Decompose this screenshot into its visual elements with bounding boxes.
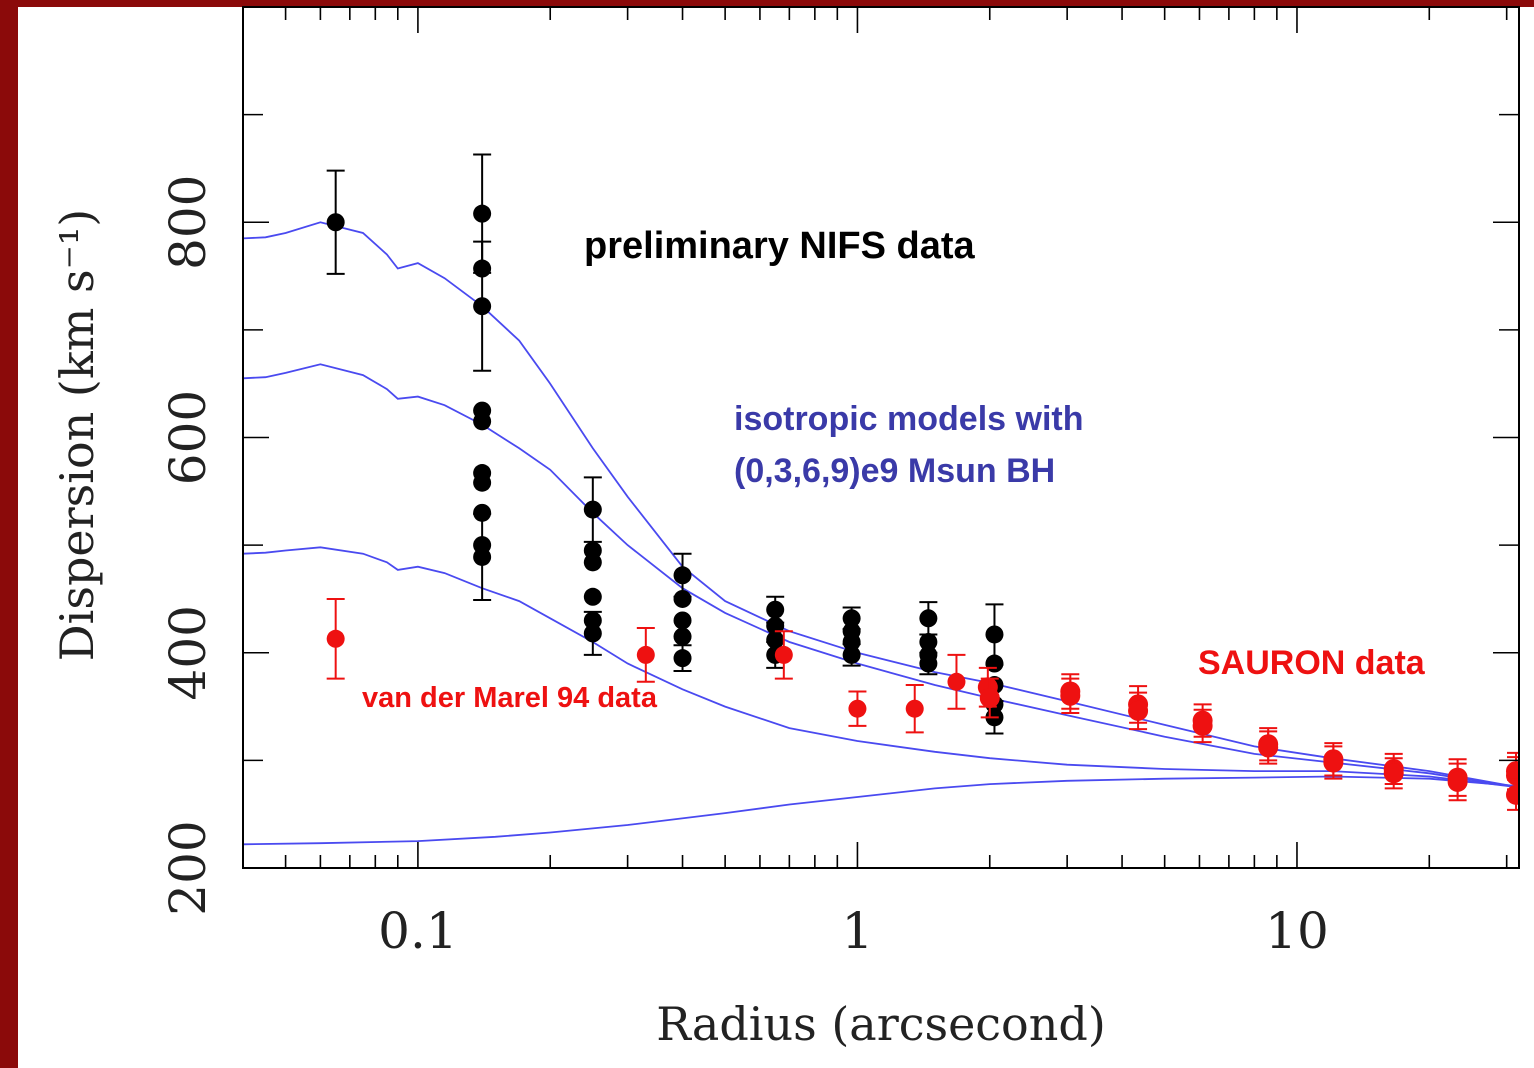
sauron-point [1383, 763, 1404, 784]
sauron-point [1192, 715, 1213, 736]
nifs-point [985, 625, 1004, 644]
nifs-point [583, 624, 602, 643]
vdm-point [636, 645, 655, 664]
nifs-point [919, 632, 938, 651]
tick-labels: 0.1 1 10 200 400 600 800 [159, 175, 1329, 960]
major-ticks [243, 6, 1519, 869]
sauron-point [1447, 771, 1468, 792]
sauron-point [1128, 700, 1149, 721]
sauron-point [1323, 752, 1344, 773]
vdm-point [947, 672, 966, 691]
slide-frame-left [0, 0, 18, 1068]
nifs-point [473, 473, 492, 492]
models-annotation-line2: (0,3,6,9)e9 Msun BH [734, 452, 1055, 490]
nifs-point [766, 600, 785, 619]
x-tick-label: 10 [1265, 902, 1329, 960]
nifs-point [673, 566, 692, 585]
sauron-point [1060, 685, 1081, 706]
nifs-point [673, 627, 692, 646]
data-points [326, 153, 1519, 811]
nifs-point [842, 632, 861, 651]
vdm-point [326, 629, 345, 648]
model-curves [243, 221, 1519, 846]
nifs-point [473, 412, 492, 431]
y-axis-title: Dispersion (km s⁻¹) [50, 209, 104, 661]
y-tick-label: 200 [159, 820, 217, 915]
model-curve-model_0 [243, 775, 1519, 846]
models-annotation-line1: isotropic models with [734, 400, 1083, 438]
nifs-point [842, 609, 861, 628]
nifs-point [473, 547, 492, 566]
y-tick-label: 600 [159, 390, 217, 485]
model-curve-model_3e9 [243, 546, 1519, 789]
x-tick-label: 0.1 [378, 902, 458, 960]
slide-frame-top [0, 0, 1534, 7]
nifs-point [766, 630, 785, 649]
x-axis-title: Radius (arcsecond) [656, 997, 1106, 1051]
vdm-point [848, 699, 867, 718]
model-curve-model_9e9 [243, 221, 1519, 789]
minor-ticks [242, 7, 1508, 868]
y-tick-label: 800 [159, 175, 217, 270]
nifs-point [919, 654, 938, 673]
sauron-point [1258, 737, 1279, 758]
nifs-point [673, 589, 692, 608]
y-tick-label: 400 [159, 605, 217, 700]
nifs-point [473, 297, 492, 316]
nifs-point [919, 609, 938, 628]
vdm-point [905, 699, 924, 718]
nifs-point [473, 503, 492, 522]
nifs-annotation: preliminary NIFS data [584, 225, 976, 267]
nifs-point [673, 611, 692, 630]
sauron-annotation: SAURON data [1198, 644, 1426, 682]
nifs-point [842, 645, 861, 664]
sauron-point [979, 687, 1000, 708]
nifs-point [583, 553, 602, 572]
model-curve-model_6e9 [243, 363, 1519, 789]
nifs-point [583, 500, 602, 519]
vdm-point [774, 645, 793, 664]
x-tick-label: 1 [842, 902, 874, 960]
sauron-point [1505, 784, 1519, 805]
nifs-point [583, 587, 602, 606]
vdm-annotation: van der Marel 94 data [362, 682, 658, 714]
nifs-point [473, 204, 492, 223]
nifs-point [326, 213, 345, 232]
nifs-point [673, 649, 692, 668]
